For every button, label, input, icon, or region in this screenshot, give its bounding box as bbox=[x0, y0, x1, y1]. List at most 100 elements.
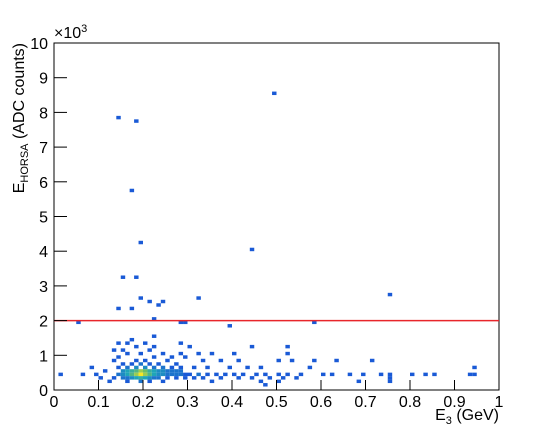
cell bbox=[129, 306, 135, 311]
cell bbox=[134, 119, 139, 123]
cell bbox=[369, 358, 375, 363]
x-tick-label: 0.8 bbox=[399, 394, 421, 411]
cell bbox=[240, 372, 246, 377]
cell bbox=[111, 358, 117, 363]
cell bbox=[361, 372, 366, 377]
cell bbox=[138, 296, 143, 300]
cell bbox=[129, 376, 135, 380]
cell bbox=[183, 372, 188, 377]
cell bbox=[285, 344, 290, 349]
cell bbox=[129, 369, 135, 373]
y-tick-label: 7 bbox=[39, 140, 48, 157]
cell bbox=[249, 376, 255, 380]
cell bbox=[236, 376, 241, 380]
cell bbox=[432, 372, 437, 377]
cell bbox=[387, 292, 393, 297]
cell bbox=[151, 369, 157, 373]
cell bbox=[178, 351, 184, 356]
cell bbox=[134, 372, 139, 377]
x-tick-label: 0.6 bbox=[310, 394, 332, 411]
cell bbox=[321, 372, 326, 377]
cell bbox=[134, 358, 139, 363]
cell bbox=[214, 372, 219, 377]
cell bbox=[174, 362, 179, 366]
cell bbox=[143, 369, 148, 373]
cell bbox=[356, 379, 362, 384]
cell bbox=[258, 379, 264, 384]
x-axis-label: E3 (GeV) bbox=[435, 407, 499, 427]
cell bbox=[160, 299, 166, 304]
cell bbox=[125, 379, 130, 384]
cell bbox=[120, 376, 126, 380]
cell bbox=[134, 275, 139, 279]
cell bbox=[218, 358, 224, 363]
cell bbox=[120, 348, 126, 352]
y-tick-label: 1 bbox=[39, 348, 48, 365]
cell bbox=[160, 379, 166, 384]
cell bbox=[236, 358, 241, 363]
cell bbox=[165, 372, 170, 377]
cell bbox=[143, 341, 148, 345]
cell bbox=[151, 355, 157, 359]
cell bbox=[272, 91, 277, 96]
y-tick-label: 8 bbox=[39, 105, 48, 122]
cell bbox=[134, 344, 139, 349]
cell bbox=[178, 372, 184, 377]
cell bbox=[151, 376, 157, 380]
cell bbox=[58, 372, 63, 377]
cell bbox=[138, 362, 143, 366]
cell bbox=[165, 369, 170, 373]
cell bbox=[289, 358, 295, 363]
y-tick-label: 2 bbox=[39, 314, 48, 331]
cell bbox=[151, 344, 157, 349]
cell bbox=[187, 344, 192, 349]
cell bbox=[410, 372, 415, 377]
cell bbox=[378, 372, 384, 377]
cell bbox=[80, 372, 86, 377]
cell bbox=[267, 376, 273, 380]
x-tick-label: 0.1 bbox=[87, 394, 109, 411]
cell bbox=[116, 372, 121, 377]
cell bbox=[276, 372, 281, 377]
cell bbox=[223, 372, 228, 377]
y-axis-label: EHORSA (ADC counts) bbox=[11, 43, 31, 193]
cell bbox=[387, 379, 393, 384]
x-tick-label: 1 bbox=[495, 394, 504, 411]
cell bbox=[143, 365, 148, 370]
cell bbox=[134, 365, 139, 370]
cell bbox=[116, 306, 121, 311]
cell bbox=[249, 344, 255, 349]
y-tick-label: 6 bbox=[39, 175, 48, 192]
cell bbox=[178, 365, 184, 370]
cell bbox=[165, 358, 170, 363]
cell bbox=[160, 369, 166, 373]
cell bbox=[138, 351, 143, 356]
x-tick-label: 0 bbox=[50, 394, 59, 411]
cell bbox=[76, 320, 81, 325]
cell bbox=[151, 372, 157, 377]
y-tick-label: 5 bbox=[39, 210, 48, 227]
cell bbox=[134, 369, 139, 373]
cell bbox=[187, 372, 192, 377]
cell bbox=[160, 372, 166, 377]
cell bbox=[249, 247, 255, 252]
cell bbox=[258, 365, 264, 370]
cell bbox=[191, 365, 197, 370]
cell bbox=[98, 376, 103, 380]
cell bbox=[151, 334, 157, 338]
cell bbox=[196, 351, 201, 356]
cell bbox=[209, 351, 215, 356]
cell bbox=[129, 188, 135, 193]
cell bbox=[120, 369, 126, 373]
cell bbox=[307, 365, 313, 370]
cell bbox=[183, 376, 188, 380]
cell bbox=[254, 372, 259, 377]
cell bbox=[94, 372, 99, 377]
cell bbox=[276, 358, 281, 363]
cell bbox=[116, 115, 121, 120]
cell bbox=[111, 348, 117, 352]
cell bbox=[147, 362, 152, 366]
cell bbox=[178, 320, 184, 325]
cell bbox=[151, 365, 157, 370]
